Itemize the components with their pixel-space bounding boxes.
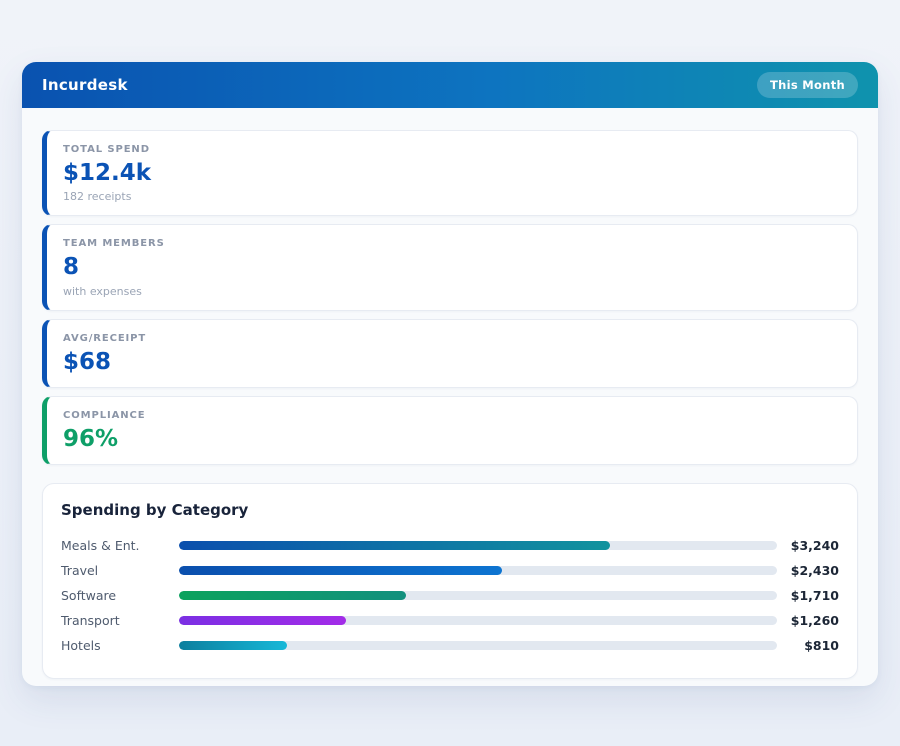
chart-value-label: $1,260 bbox=[777, 613, 839, 628]
stat-card-team-members: TEAM MEMBERS 8 with expenses bbox=[42, 224, 858, 310]
bar-track bbox=[179, 616, 777, 625]
chart-value-label: $1,710 bbox=[777, 588, 839, 603]
stat-card-compliance: COMPLIANCE 96% bbox=[42, 396, 858, 465]
stat-card-avg-receipt: AVG/RECEIPT $68 bbox=[42, 319, 858, 388]
chart-value-label: $2,430 bbox=[777, 563, 839, 578]
dashboard-content: TOTAL SPEND $12.4k 182 receipts TEAM MEM… bbox=[22, 108, 878, 686]
app-header: Incurdesk This Month bbox=[22, 62, 878, 108]
stat-subtext: with expenses bbox=[63, 285, 841, 298]
stat-label: TOTAL SPEND bbox=[63, 144, 841, 155]
chart-row: Transport $1,260 bbox=[61, 608, 839, 633]
stat-value: 96% bbox=[63, 427, 841, 452]
bar-track bbox=[179, 541, 777, 550]
stat-label: COMPLIANCE bbox=[63, 410, 841, 421]
chart-category-label: Transport bbox=[61, 613, 179, 628]
chart-row: Travel $2,430 bbox=[61, 558, 839, 583]
app-title: Incurdesk bbox=[42, 76, 128, 94]
chart-row: Software $1,710 bbox=[61, 583, 839, 608]
chart-row: Hotels $810 bbox=[61, 633, 839, 658]
stat-value: 8 bbox=[63, 255, 841, 280]
chart-category-label: Software bbox=[61, 588, 179, 603]
chart-title: Spending by Category bbox=[61, 501, 839, 519]
chart-rows: Meals & Ent. $3,240 Travel $2,430 Softwa… bbox=[61, 533, 839, 658]
bar-track bbox=[179, 566, 777, 575]
stat-value: $12.4k bbox=[63, 161, 841, 186]
chart-category-label: Meals & Ent. bbox=[61, 538, 179, 553]
stat-value: $68 bbox=[63, 350, 841, 375]
stat-label: TEAM MEMBERS bbox=[63, 238, 841, 249]
period-badge[interactable]: This Month bbox=[757, 72, 858, 98]
bar-track bbox=[179, 591, 777, 600]
bar-fill bbox=[179, 591, 406, 600]
stat-card-total-spend: TOTAL SPEND $12.4k 182 receipts bbox=[42, 130, 858, 216]
bar-fill bbox=[179, 541, 610, 550]
chart-value-label: $810 bbox=[777, 638, 839, 653]
bar-track bbox=[179, 641, 777, 650]
bar-fill bbox=[179, 641, 287, 650]
stat-subtext: 182 receipts bbox=[63, 190, 841, 203]
chart-category-label: Hotels bbox=[61, 638, 179, 653]
chart-value-label: $3,240 bbox=[777, 538, 839, 553]
stat-card-list: TOTAL SPEND $12.4k 182 receipts TEAM MEM… bbox=[42, 130, 858, 465]
chart-category-label: Travel bbox=[61, 563, 179, 578]
bar-fill bbox=[179, 566, 502, 575]
stat-label: AVG/RECEIPT bbox=[63, 333, 841, 344]
bar-fill bbox=[179, 616, 346, 625]
spending-chart-card: Spending by Category Meals & Ent. $3,240… bbox=[42, 483, 858, 679]
dashboard-panel: Incurdesk This Month TOTAL SPEND $12.4k … bbox=[22, 62, 878, 686]
chart-row: Meals & Ent. $3,240 bbox=[61, 533, 839, 558]
